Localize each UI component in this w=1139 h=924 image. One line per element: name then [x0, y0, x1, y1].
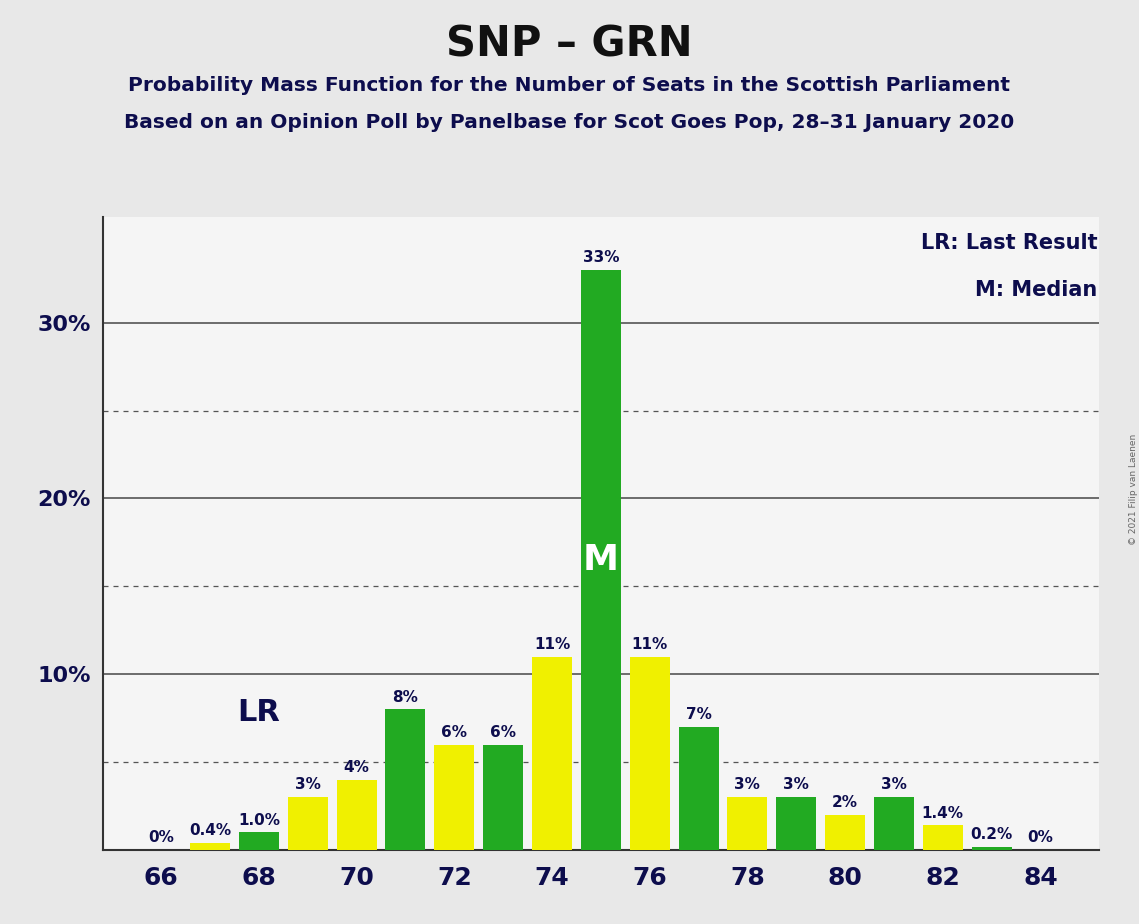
Bar [630, 657, 670, 850]
Text: M: Median: M: Median [975, 281, 1097, 300]
Bar [532, 657, 572, 850]
Text: 3%: 3% [295, 777, 321, 793]
Text: 0.4%: 0.4% [189, 823, 231, 838]
Bar [336, 780, 377, 850]
Text: 0%: 0% [148, 830, 174, 845]
Text: Based on an Opinion Poll by Panelbase for Scot Goes Pop, 28–31 January 2020: Based on an Opinion Poll by Panelbase fo… [124, 113, 1015, 132]
Text: 8%: 8% [393, 689, 418, 704]
Bar [874, 797, 913, 850]
Bar [776, 797, 817, 850]
Text: 1.4%: 1.4% [921, 806, 964, 821]
Text: 3%: 3% [784, 777, 809, 793]
Text: 2%: 2% [833, 795, 858, 810]
Text: SNP – GRN: SNP – GRN [446, 23, 693, 65]
Text: 0.2%: 0.2% [970, 827, 1013, 842]
Text: 33%: 33% [582, 250, 620, 265]
Bar [190, 843, 230, 850]
Text: 1.0%: 1.0% [238, 812, 280, 828]
Bar [923, 825, 962, 850]
Text: 11%: 11% [631, 637, 667, 651]
Text: 7%: 7% [686, 707, 712, 722]
Bar [385, 710, 426, 850]
Bar [679, 727, 719, 850]
Text: Probability Mass Function for the Number of Seats in the Scottish Parliament: Probability Mass Function for the Number… [129, 76, 1010, 95]
Text: 6%: 6% [441, 724, 467, 740]
Text: 3%: 3% [880, 777, 907, 793]
Bar [728, 797, 768, 850]
Text: 3%: 3% [735, 777, 761, 793]
Bar [483, 745, 523, 850]
Bar [581, 270, 621, 850]
Text: LR: LR [237, 699, 280, 727]
Text: M: M [583, 543, 618, 577]
Text: 4%: 4% [344, 760, 369, 775]
Bar [825, 815, 866, 850]
Text: 6%: 6% [490, 724, 516, 740]
Text: 0%: 0% [1027, 830, 1054, 845]
Bar [972, 846, 1011, 850]
Bar [288, 797, 328, 850]
Text: LR: Last Result: LR: Last Result [920, 233, 1097, 253]
Bar [239, 833, 279, 850]
Bar [434, 745, 474, 850]
Text: © 2021 Filip van Laenen: © 2021 Filip van Laenen [1129, 434, 1138, 545]
Text: 11%: 11% [534, 637, 571, 651]
